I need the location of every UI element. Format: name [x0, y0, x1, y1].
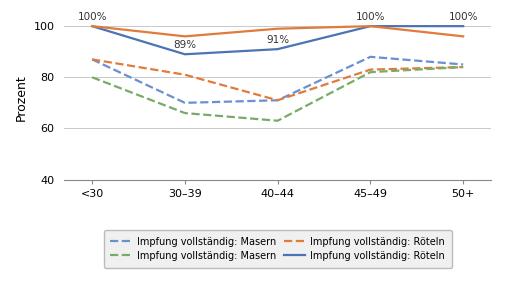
- Legend: Impfung vollständig: Masern, Impfung vollständig: Masern, Impfung vollständig: R: Impfung vollständig: Masern, Impfung vol…: [104, 230, 450, 268]
- Y-axis label: Prozent: Prozent: [15, 74, 28, 121]
- Text: 100%: 100%: [447, 12, 477, 22]
- Text: 100%: 100%: [355, 12, 384, 22]
- Text: 91%: 91%: [266, 35, 289, 45]
- Text: 89%: 89%: [173, 40, 196, 50]
- Text: 100%: 100%: [77, 12, 107, 22]
